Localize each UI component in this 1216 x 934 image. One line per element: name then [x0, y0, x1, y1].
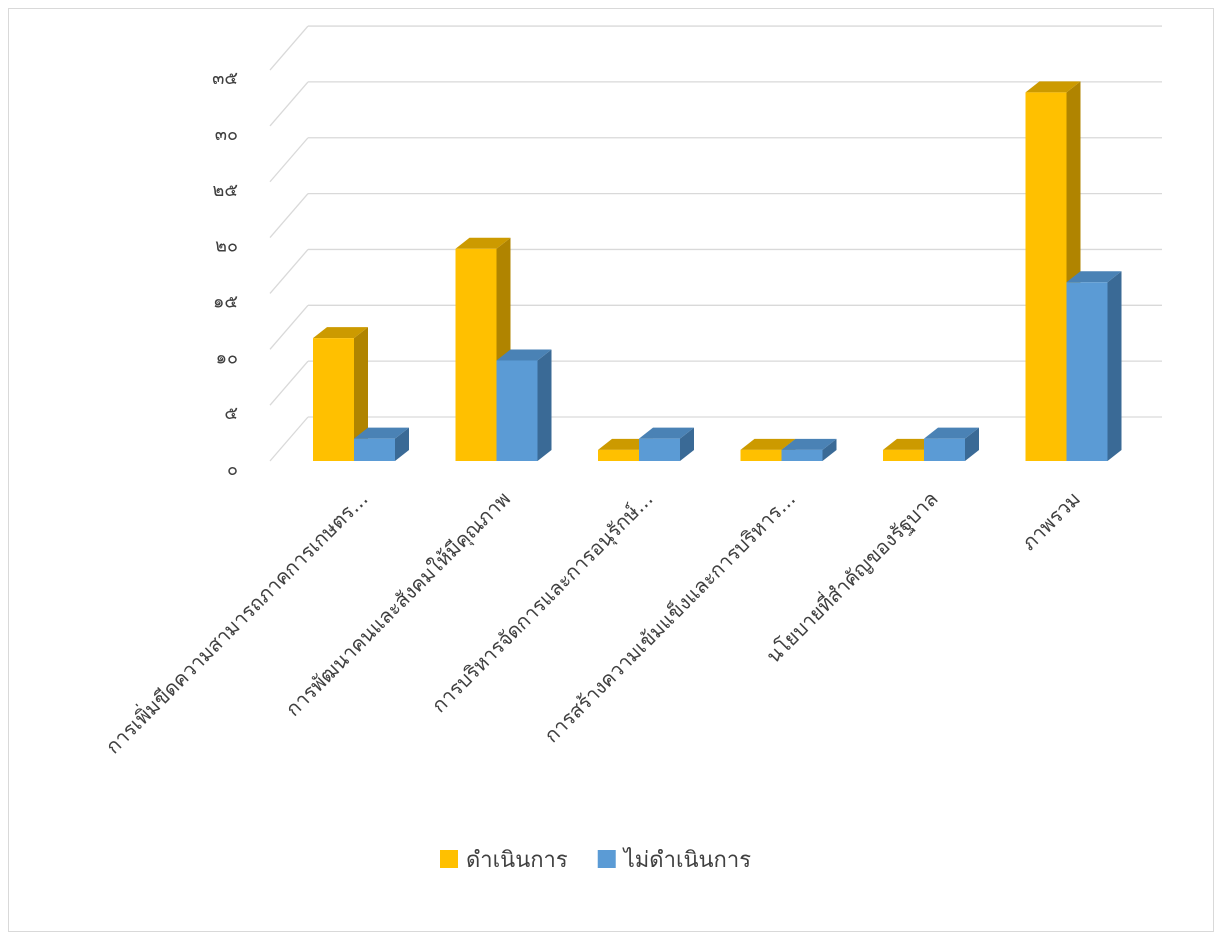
gridline-depth [269, 249, 309, 294]
y-tick-label: ๕ [224, 403, 238, 424]
y-tick-label: ๒๕ [213, 180, 239, 201]
y-axis-ticks: ๐ ๕ ๑๐ ๑๕ ๒๐ ๒๕ ๓๐ ๓๕ [212, 68, 238, 480]
y-tick-label: ๑๕ [213, 291, 238, 312]
legend-swatch [597, 850, 616, 868]
legend-swatch [440, 850, 458, 868]
bar [313, 327, 368, 461]
category-label: การเพิ่มขีดความสามารถภาคการเกษตร... [99, 485, 372, 758]
y-tick-label: ๓๕ [212, 68, 238, 89]
gridline-depth [269, 360, 309, 406]
legend-label: ไม่ดำเนินการ [622, 847, 751, 873]
category-label: การสร้างความเข้มแข็งและการบริหาร... [539, 486, 800, 747]
gridline-depth [269, 304, 309, 350]
bars [313, 81, 1122, 461]
y-tick-label: ๑๐ [216, 347, 238, 368]
bar [1066, 271, 1122, 461]
category-label: การพัฒนาคนและสังคมให้มีคุณภาพ [281, 487, 516, 722]
bar [639, 427, 694, 461]
legend-label: ดำเนินการ [466, 848, 568, 873]
gridline-depth [269, 416, 309, 462]
gridline-depth [269, 25, 309, 71]
bar [354, 427, 409, 461]
category-label: การบริหารจัดการและการอนุรักษ์... [427, 487, 658, 718]
category-label: ภาพรวม [1017, 487, 1085, 555]
gridline-depth [269, 137, 309, 183]
gridline-depth [269, 193, 309, 239]
chart-frame [8, 8, 1214, 932]
bar [781, 438, 837, 461]
bar [924, 427, 979, 461]
y-tick-label: ๐ [227, 459, 238, 480]
gridline-depth [269, 81, 309, 127]
gridlines [269, 25, 1162, 462]
legend: ดำเนินการ ไม่ดำเนินการ [440, 847, 751, 873]
bar [496, 349, 552, 461]
y-tick-label: ๓๐ [215, 124, 238, 145]
bar [1025, 81, 1081, 461]
x-axis-category-labels: การเพิ่มขีดความสามารถภาคการเกษตร...การพั… [99, 485, 1085, 758]
y-tick-label: ๒๐ [215, 236, 238, 257]
